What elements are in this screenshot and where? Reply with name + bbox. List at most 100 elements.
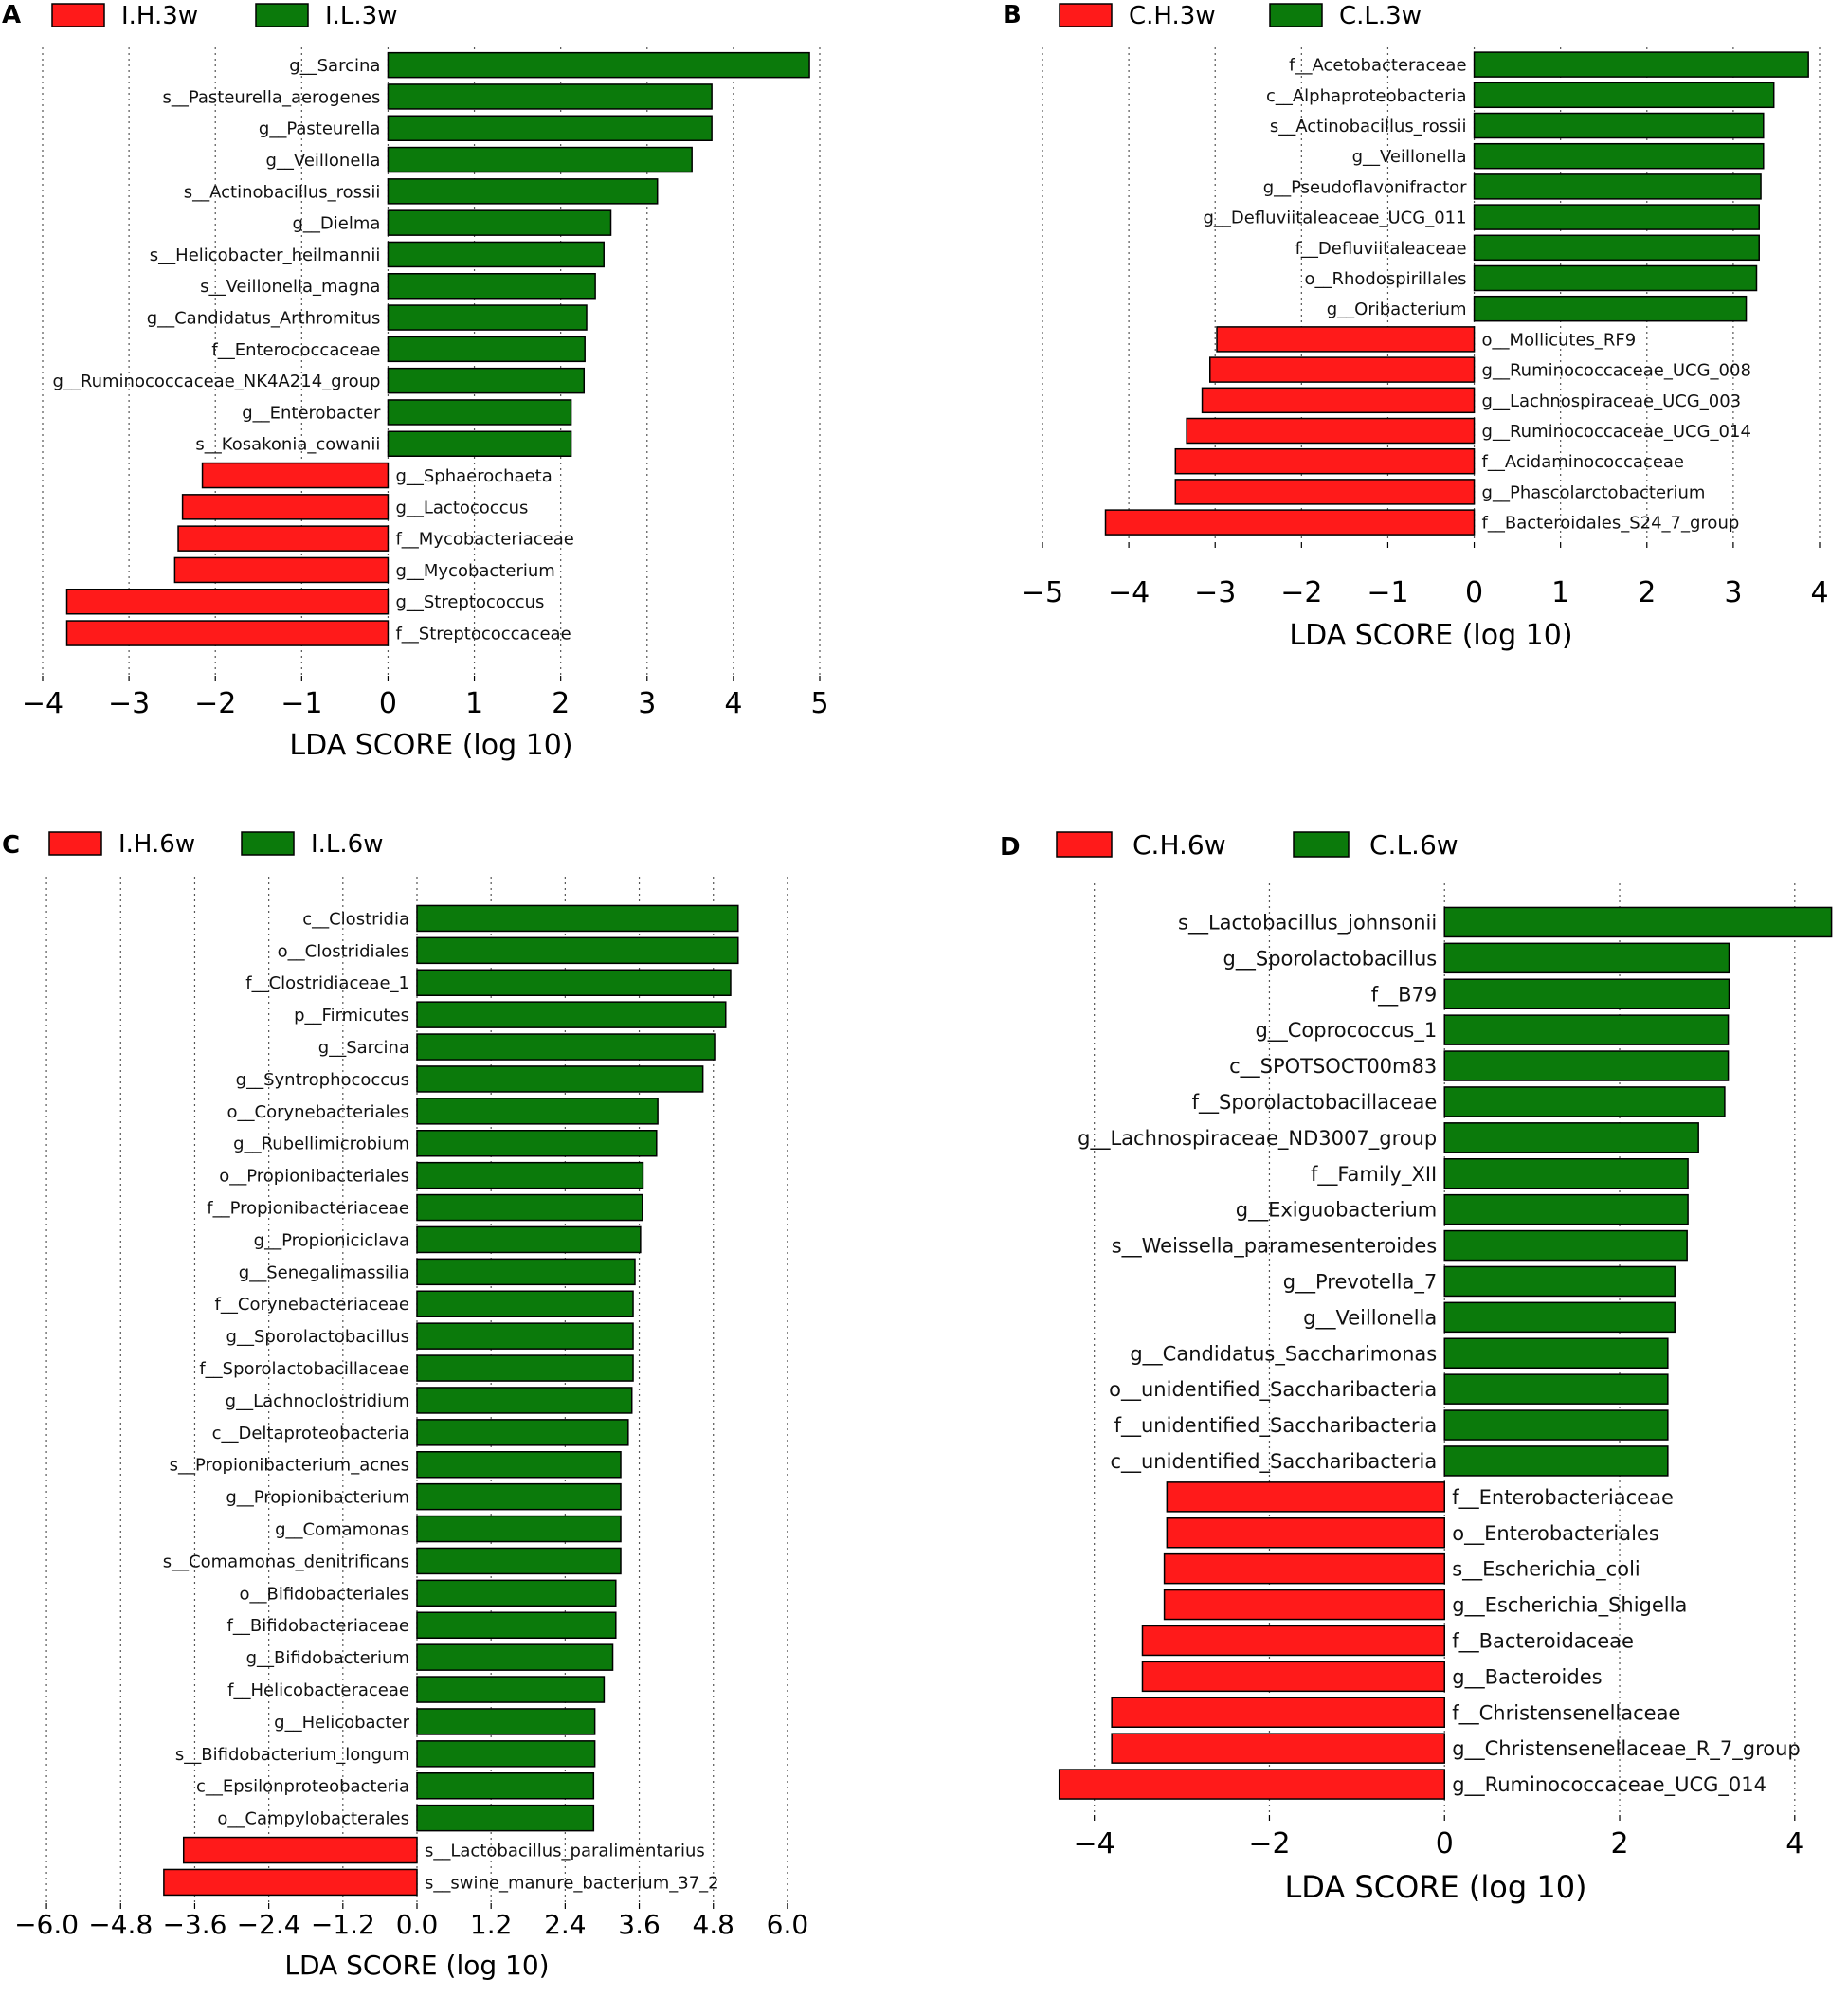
bar-label: g__Dielma xyxy=(293,214,381,234)
bar xyxy=(416,1290,634,1317)
bar-label: g__Prevotella_7 xyxy=(1283,1271,1438,1295)
bar xyxy=(387,367,586,394)
bar-label: f__Sporolactobacillaceae xyxy=(1192,1091,1438,1115)
bar xyxy=(416,1579,617,1607)
bar-label: s__swine_manure_bacterium_37_2 xyxy=(425,1873,719,1893)
bar xyxy=(1473,82,1775,109)
bar xyxy=(416,1708,596,1735)
bar-label: g__Rubellimicrobium xyxy=(233,1135,409,1154)
bar xyxy=(1163,1589,1445,1621)
bar xyxy=(387,115,713,141)
legend-label-high: I.H.6w xyxy=(118,830,195,859)
tick-label: 0.0 xyxy=(396,1909,439,1940)
bar-label: f__Propionibacteriaceae xyxy=(207,1199,409,1219)
tick-label: 3 xyxy=(1724,576,1742,609)
tick-label: 1.2 xyxy=(470,1909,513,1940)
bar-label: g__Bifidobacterium xyxy=(246,1648,409,1668)
bar-label: g__Christensenellaceae_R_7_group xyxy=(1452,1737,1801,1761)
tick-label: −5 xyxy=(1022,576,1063,609)
bar xyxy=(1443,906,1833,938)
bar xyxy=(416,1419,629,1446)
bar-label: f__unidentified_Saccharibacteria xyxy=(1114,1414,1438,1438)
legend-swatch-high xyxy=(1059,3,1113,27)
bar-label: f__Mycobacteriaceae xyxy=(395,530,573,550)
bar xyxy=(416,1643,614,1671)
bar-label: g__Ruminococcaceae_UCG_014 xyxy=(1482,422,1751,442)
legend-label-low: C.L.6w xyxy=(1369,829,1458,861)
bar xyxy=(387,304,588,331)
x-axis-label: LDA SCORE (log 10) xyxy=(284,1950,549,1981)
legend-label-low: C.L.3w xyxy=(1339,2,1422,30)
bar-label: f__Streptococcaceae xyxy=(395,625,571,644)
tick-label: 0 xyxy=(379,687,397,720)
x-axis-label: LDA SCORE (log 10) xyxy=(1289,619,1572,652)
bar xyxy=(416,1065,704,1093)
bar xyxy=(1166,1481,1445,1513)
legend-swatch-low xyxy=(1269,3,1323,27)
bar-label: f__B79 xyxy=(1371,983,1438,1007)
tick-label: 5 xyxy=(810,687,828,720)
tick-label: 4 xyxy=(724,687,742,720)
bar-label: f__Bifidobacteriaceae xyxy=(227,1616,409,1636)
bar xyxy=(387,430,572,457)
tick-label: −3.6 xyxy=(162,1909,226,1940)
bar xyxy=(387,146,693,173)
bar xyxy=(416,1033,716,1061)
tick-label: 4 xyxy=(1785,1827,1803,1861)
tick-label: −3 xyxy=(1194,576,1236,609)
bar xyxy=(1443,1373,1669,1405)
bar-label: f__Clostridiaceae_1 xyxy=(245,973,409,993)
bar-label: c__Deltaproteobacteria xyxy=(212,1424,409,1443)
tick-label: 4.8 xyxy=(692,1909,734,1940)
bar-label: o__Bifidobacteriales xyxy=(239,1584,409,1604)
bar-label: f__Sporolactobacillaceae xyxy=(199,1359,409,1379)
bar xyxy=(1473,112,1765,139)
legend-swatch-low xyxy=(241,831,295,856)
bar-label: f__Helicobacteraceae xyxy=(227,1680,409,1700)
bar-label: o__Corynebacteriales xyxy=(227,1102,410,1122)
bar-label: g__Sarcina xyxy=(318,1038,409,1058)
bar-label: g__Helicobacter xyxy=(274,1713,409,1733)
tick-label: 0 xyxy=(1436,1827,1454,1861)
bar-label: g__Lachnospiraceae_ND3007_group xyxy=(1078,1127,1437,1151)
bar xyxy=(416,969,732,996)
tick-label: −3 xyxy=(108,687,150,720)
bar xyxy=(177,525,390,552)
chart-a: A I.H.3w I.L.3w g__Sarcina s__Pasteurella_ae… xyxy=(2,1,829,762)
bar-label: f__Enterococcaceae xyxy=(211,340,380,360)
bar xyxy=(416,1130,658,1157)
bar-label: g__Lachnospiraceae_UCG_003 xyxy=(1482,391,1742,411)
bar-label: g__Sporolactobacillus xyxy=(1223,947,1438,971)
bar xyxy=(416,936,739,965)
bar-label: s__Escherichia_coli xyxy=(1452,1558,1640,1582)
bar xyxy=(1443,1122,1699,1153)
bar-label: g__Coprococcus_1 xyxy=(1255,1019,1437,1043)
legend-label-high: C.H.3w xyxy=(1129,2,1216,30)
bar-label: g__Ruminococcaceae_UCG_014 xyxy=(1452,1773,1766,1797)
bar-label: g__Senegalimassilia xyxy=(239,1262,409,1282)
bar xyxy=(1443,1014,1730,1045)
bar xyxy=(1443,1301,1676,1334)
bar-label: o__Propionibacteriales xyxy=(219,1167,409,1187)
bar xyxy=(1186,417,1476,445)
tick-label: 2 xyxy=(552,687,570,720)
bar-label: s__Actinobacillus_rossii xyxy=(1270,117,1467,136)
legend-swatch-low xyxy=(1293,831,1350,858)
bar xyxy=(1443,1409,1669,1441)
bar xyxy=(416,1193,643,1222)
bar xyxy=(1216,326,1476,353)
bar xyxy=(182,1836,418,1864)
bar-label: g__Escherichia_Shigella xyxy=(1452,1594,1687,1618)
bar-label: s__Lactobacillus_johnsonii xyxy=(1178,912,1437,935)
bar-label: g__Mycobacterium xyxy=(395,561,554,581)
bar xyxy=(416,1098,659,1125)
bar-label: g__Sphaerochaeta xyxy=(395,466,552,486)
bar xyxy=(1443,1193,1689,1225)
bar xyxy=(416,1354,634,1382)
bar xyxy=(1473,204,1760,230)
bar-label: f__Defluviitaleaceae xyxy=(1295,239,1467,259)
bar-label: o__Campylobacterales xyxy=(217,1809,409,1829)
bar-label: s__Bifidobacterium_longum xyxy=(175,1745,409,1765)
bar xyxy=(416,1804,595,1832)
panel-a: A I.H.3w I.L.3w g__Sarcina s__Pasteurella_ae… xyxy=(0,0,924,825)
